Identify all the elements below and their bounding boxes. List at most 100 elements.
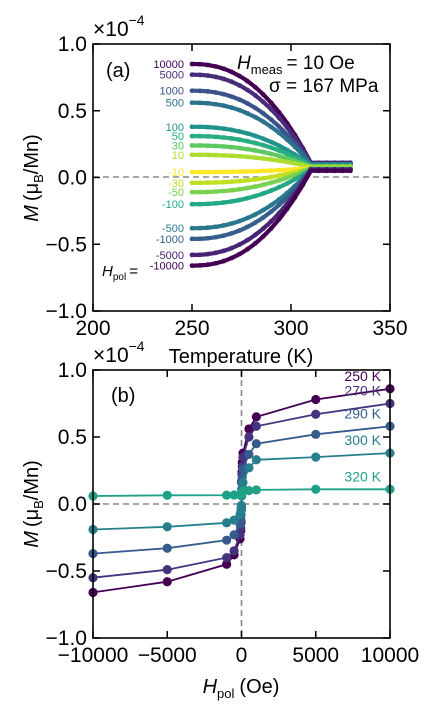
data-point-hpol--500 xyxy=(189,225,195,231)
data-point-hpol--30 xyxy=(213,180,219,185)
data-point-hpol--5000 xyxy=(237,242,242,247)
panel-a-y-tick-label: −0.5 xyxy=(46,233,87,256)
data-point-hpol--10000 xyxy=(237,251,242,257)
data-point-300-K xyxy=(311,452,321,462)
data-point-hpol--1000 xyxy=(189,236,195,242)
data-point-300-K xyxy=(244,463,254,473)
data-point-hpol-10 xyxy=(292,161,298,166)
data-point-hpol-1000 xyxy=(189,88,195,94)
data-point-hpol--500 xyxy=(197,225,203,231)
data-point-hpol--1000 xyxy=(197,236,203,242)
data-point-250-K xyxy=(244,424,254,434)
data-point-hpol-500 xyxy=(284,137,290,142)
panel-a-xlabel: Temperature (K) xyxy=(169,346,314,368)
panel-a-x-tick-label: 300 xyxy=(273,317,308,340)
data-point-hpol-50 xyxy=(284,151,290,157)
data-point-hpol-50 xyxy=(197,133,203,139)
data-point-hpol-30 xyxy=(252,148,258,153)
data-point-hpol--1000 xyxy=(268,209,274,214)
data-point-hpol-1000 xyxy=(237,97,242,103)
data-point-hpol-30 xyxy=(276,153,282,159)
data-point-hpol--5000 xyxy=(213,250,219,256)
data-point-hpol--10 xyxy=(229,169,235,175)
data-point-290-K xyxy=(162,543,172,553)
data-point-hpol--10 xyxy=(252,168,258,174)
panel-a-y-tick-label: 1.0 xyxy=(58,33,87,56)
panel-b-x-tick-label: 10000 xyxy=(361,644,419,667)
data-point-270-K xyxy=(229,546,239,556)
data-point-hpol-1000 xyxy=(205,89,211,94)
data-point-hpol--10000 xyxy=(245,246,250,252)
data-point-hpol--30 xyxy=(237,178,242,184)
data-point-hpol--500 xyxy=(213,224,219,230)
data-point-hpol--500 xyxy=(237,218,242,224)
data-point-hpol--10 xyxy=(221,169,227,175)
data-point-320-K xyxy=(251,485,261,495)
data-point-hpol--10000 xyxy=(205,262,211,268)
panel-b-x-tick-label: −10000 xyxy=(58,644,129,667)
data-point-hpol--500 xyxy=(205,225,211,231)
data-point-hpol--100 xyxy=(245,195,250,201)
data-point-hpol-50 xyxy=(205,134,211,139)
data-point-hpol--30 xyxy=(197,180,203,186)
data-point-hpol-10000 xyxy=(213,64,219,69)
data-point-250-K xyxy=(162,577,172,587)
data-point-hpol-10000 xyxy=(197,61,203,67)
data-point-hpol--50 xyxy=(189,189,195,195)
data-point-hpol-100 xyxy=(213,125,219,131)
series-label-hpol-5000: 5000 xyxy=(160,70,184,82)
data-point-hpol-100 xyxy=(268,139,274,145)
data-point-hpol-30 xyxy=(189,143,195,148)
data-point-hpol--50 xyxy=(252,184,258,189)
data-point-hpol-10000 xyxy=(237,73,242,79)
data-point-hpol--5000 xyxy=(260,226,266,231)
data-point-hpol-1000 xyxy=(260,111,266,116)
data-point-hpol-5000 xyxy=(276,115,282,121)
data-point-290-K xyxy=(244,449,254,460)
data-point-250-K xyxy=(311,394,321,405)
data-point-hpol-500 xyxy=(276,130,282,136)
data-point-hpol-50 xyxy=(237,137,242,143)
data-point-hpol-30 xyxy=(237,145,242,151)
data-point-hpol-30 xyxy=(268,151,274,157)
data-point-hpol-10 xyxy=(197,152,203,158)
data-point-250-K xyxy=(251,412,261,422)
data-point-hpol--1000 xyxy=(252,220,258,225)
data-point-hpol-30 xyxy=(213,143,219,149)
data-point-hpol--1000 xyxy=(237,228,242,233)
hpol-label: Hpol = xyxy=(102,263,138,283)
data-point-hpol--1000 xyxy=(260,215,266,220)
data-point-250-K xyxy=(222,559,232,569)
data-point-hpol--10 xyxy=(245,169,250,174)
panel-a-y-tick-label: 0.5 xyxy=(58,100,87,123)
panel-a-x-tick-label: 200 xyxy=(75,317,110,340)
data-point-hpol-500 xyxy=(213,101,219,107)
data-point-hpol-30 xyxy=(197,143,203,148)
data-point-hpol--10000 xyxy=(189,263,195,269)
series-label-hpol--50: -50 xyxy=(168,187,184,199)
data-point-hpol-5000 xyxy=(252,93,258,98)
panel-b-y-tick-label: 0.5 xyxy=(58,426,87,449)
series-label-hpol-1000: 1000 xyxy=(160,86,184,98)
panel-b-ylabel: M(μB/Mn) xyxy=(21,460,46,548)
data-point-hpol-10 xyxy=(189,152,195,158)
data-point-hpol--10000 xyxy=(268,225,274,231)
data-point-hpol--10000 xyxy=(316,168,322,174)
series-label-hpol--10000: -10000 xyxy=(150,261,184,273)
data-point-hpol-1000 xyxy=(252,105,258,111)
data-point-hpol-50 xyxy=(252,140,258,146)
data-point-hpol-10 xyxy=(245,154,250,160)
data-point-hpol-30 xyxy=(221,144,227,149)
data-point-270-K xyxy=(244,432,254,442)
data-point-hpol-100 xyxy=(189,124,195,130)
data-point-hpol--50 xyxy=(284,175,290,181)
series-label-hpol--10: -10 xyxy=(168,167,184,179)
data-point-hpol-10 xyxy=(237,153,242,159)
data-point-hpol-500 xyxy=(229,105,235,111)
data-point-hpol--500 xyxy=(276,197,282,202)
data-point-hpol--1000 xyxy=(284,194,290,200)
sigma-annotation: σ = 167 MPa xyxy=(269,76,379,97)
data-point-hpol--10000 xyxy=(197,263,203,268)
series-label-270-K: 270 K xyxy=(344,383,381,399)
